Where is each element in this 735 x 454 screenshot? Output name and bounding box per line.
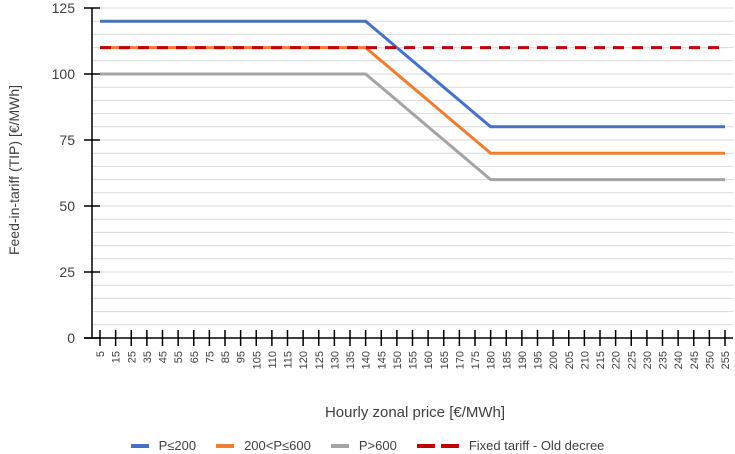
legend-item-0: P≤200	[130, 438, 197, 453]
x-tick-label: 225	[626, 351, 638, 369]
x-tick-label: 150	[392, 351, 404, 369]
legend-label: P≤200	[158, 438, 197, 453]
x-tick-label: 235	[658, 351, 670, 369]
y-tick-label: 0	[67, 330, 75, 346]
x-tick-labels: 5 15 25 35 45 55 65 75 85 95 105 110 115 120 125 130 135…	[95, 351, 732, 369]
series-line-0	[100, 19, 725, 129]
x-tick-label: 130	[329, 351, 341, 369]
legend-swatch	[216, 443, 235, 448]
legend-swatch	[330, 443, 349, 448]
x-tick-label: 180	[486, 351, 498, 369]
gridlines	[92, 7, 733, 326]
x-tick-label: 220	[611, 351, 623, 369]
axes	[84, 7, 733, 346]
x-tick-label: 85	[220, 351, 232, 363]
legend-label: 200<P≤600	[244, 438, 311, 453]
x-tick-label: 230	[642, 351, 654, 369]
x-tick-label: 35	[142, 351, 154, 363]
x-tick-label: 205	[564, 351, 576, 369]
x-tick-label: 155	[408, 351, 420, 369]
x-tick-label: 105	[251, 351, 263, 369]
x-tick-label: 145	[376, 351, 388, 369]
x-tick-label: 120	[298, 351, 310, 369]
legend-label: Fixed tariff - Old decree	[468, 438, 605, 453]
y-tick-label: 75	[59, 132, 75, 148]
x-tick-label: 195	[533, 351, 545, 369]
x-tick-label: 115	[283, 351, 295, 369]
x-tick-label: 160	[423, 351, 435, 369]
x-tick-label: 240	[673, 351, 685, 369]
x-tick-label: 175	[470, 351, 482, 369]
legend: P≤200 200<P≤600 P>600 Fixed tariff - Old de…	[0, 438, 735, 453]
legend-item-1: 200<P≤600	[216, 438, 311, 453]
y-tick-label: 100	[52, 66, 76, 82]
x-tick-label: 135	[345, 351, 357, 369]
x-tick-label: 190	[517, 351, 529, 369]
x-tick-label: 185	[501, 351, 513, 369]
x-tick-label: 210	[579, 351, 591, 369]
x-tick-label: 25	[126, 351, 138, 363]
legend-item-3: Fixed tariff - Old decree	[416, 438, 605, 453]
x-tick-label: 170	[454, 351, 466, 369]
x-tick-label: 245	[689, 351, 701, 369]
x-tick-label: 95	[236, 351, 248, 363]
legend-swatch	[130, 443, 149, 448]
y-tick-label: 50	[59, 198, 75, 214]
x-tick-label: 215	[595, 351, 607, 369]
x-tick-label: 165	[439, 351, 451, 369]
x-tick-label: 140	[361, 351, 373, 369]
x-tick-label: 45	[158, 351, 170, 363]
x-axis-title: Hourly zonal price [€/MWh]	[325, 404, 505, 421]
y-tick-label: 25	[59, 264, 75, 280]
x-tick-label: 65	[189, 351, 201, 363]
x-tick-label: 75	[204, 351, 216, 363]
series-lines	[100, 19, 725, 182]
legend-item-2: P>600	[330, 438, 397, 453]
x-tick-label: 5	[95, 351, 107, 357]
x-tick-label: 200	[548, 351, 560, 369]
x-tick-label: 125	[314, 351, 326, 369]
x-tick-label: 250	[704, 351, 716, 369]
x-tick-label: 15	[111, 351, 123, 363]
legend-label: P>600	[358, 438, 397, 453]
x-tick-label: 55	[173, 351, 185, 363]
legend-swatch	[416, 443, 459, 448]
y-axis-title: Feed-in-tariff (TIP) [€/MWh]	[6, 85, 22, 255]
series-line-2	[100, 72, 725, 182]
y-tick-labels: 0 25 50 75 100 125	[52, 0, 76, 346]
x-tick-label: 110	[267, 351, 279, 369]
y-tick-label: 125	[52, 0, 76, 16]
x-tick-label: 255	[720, 351, 732, 369]
